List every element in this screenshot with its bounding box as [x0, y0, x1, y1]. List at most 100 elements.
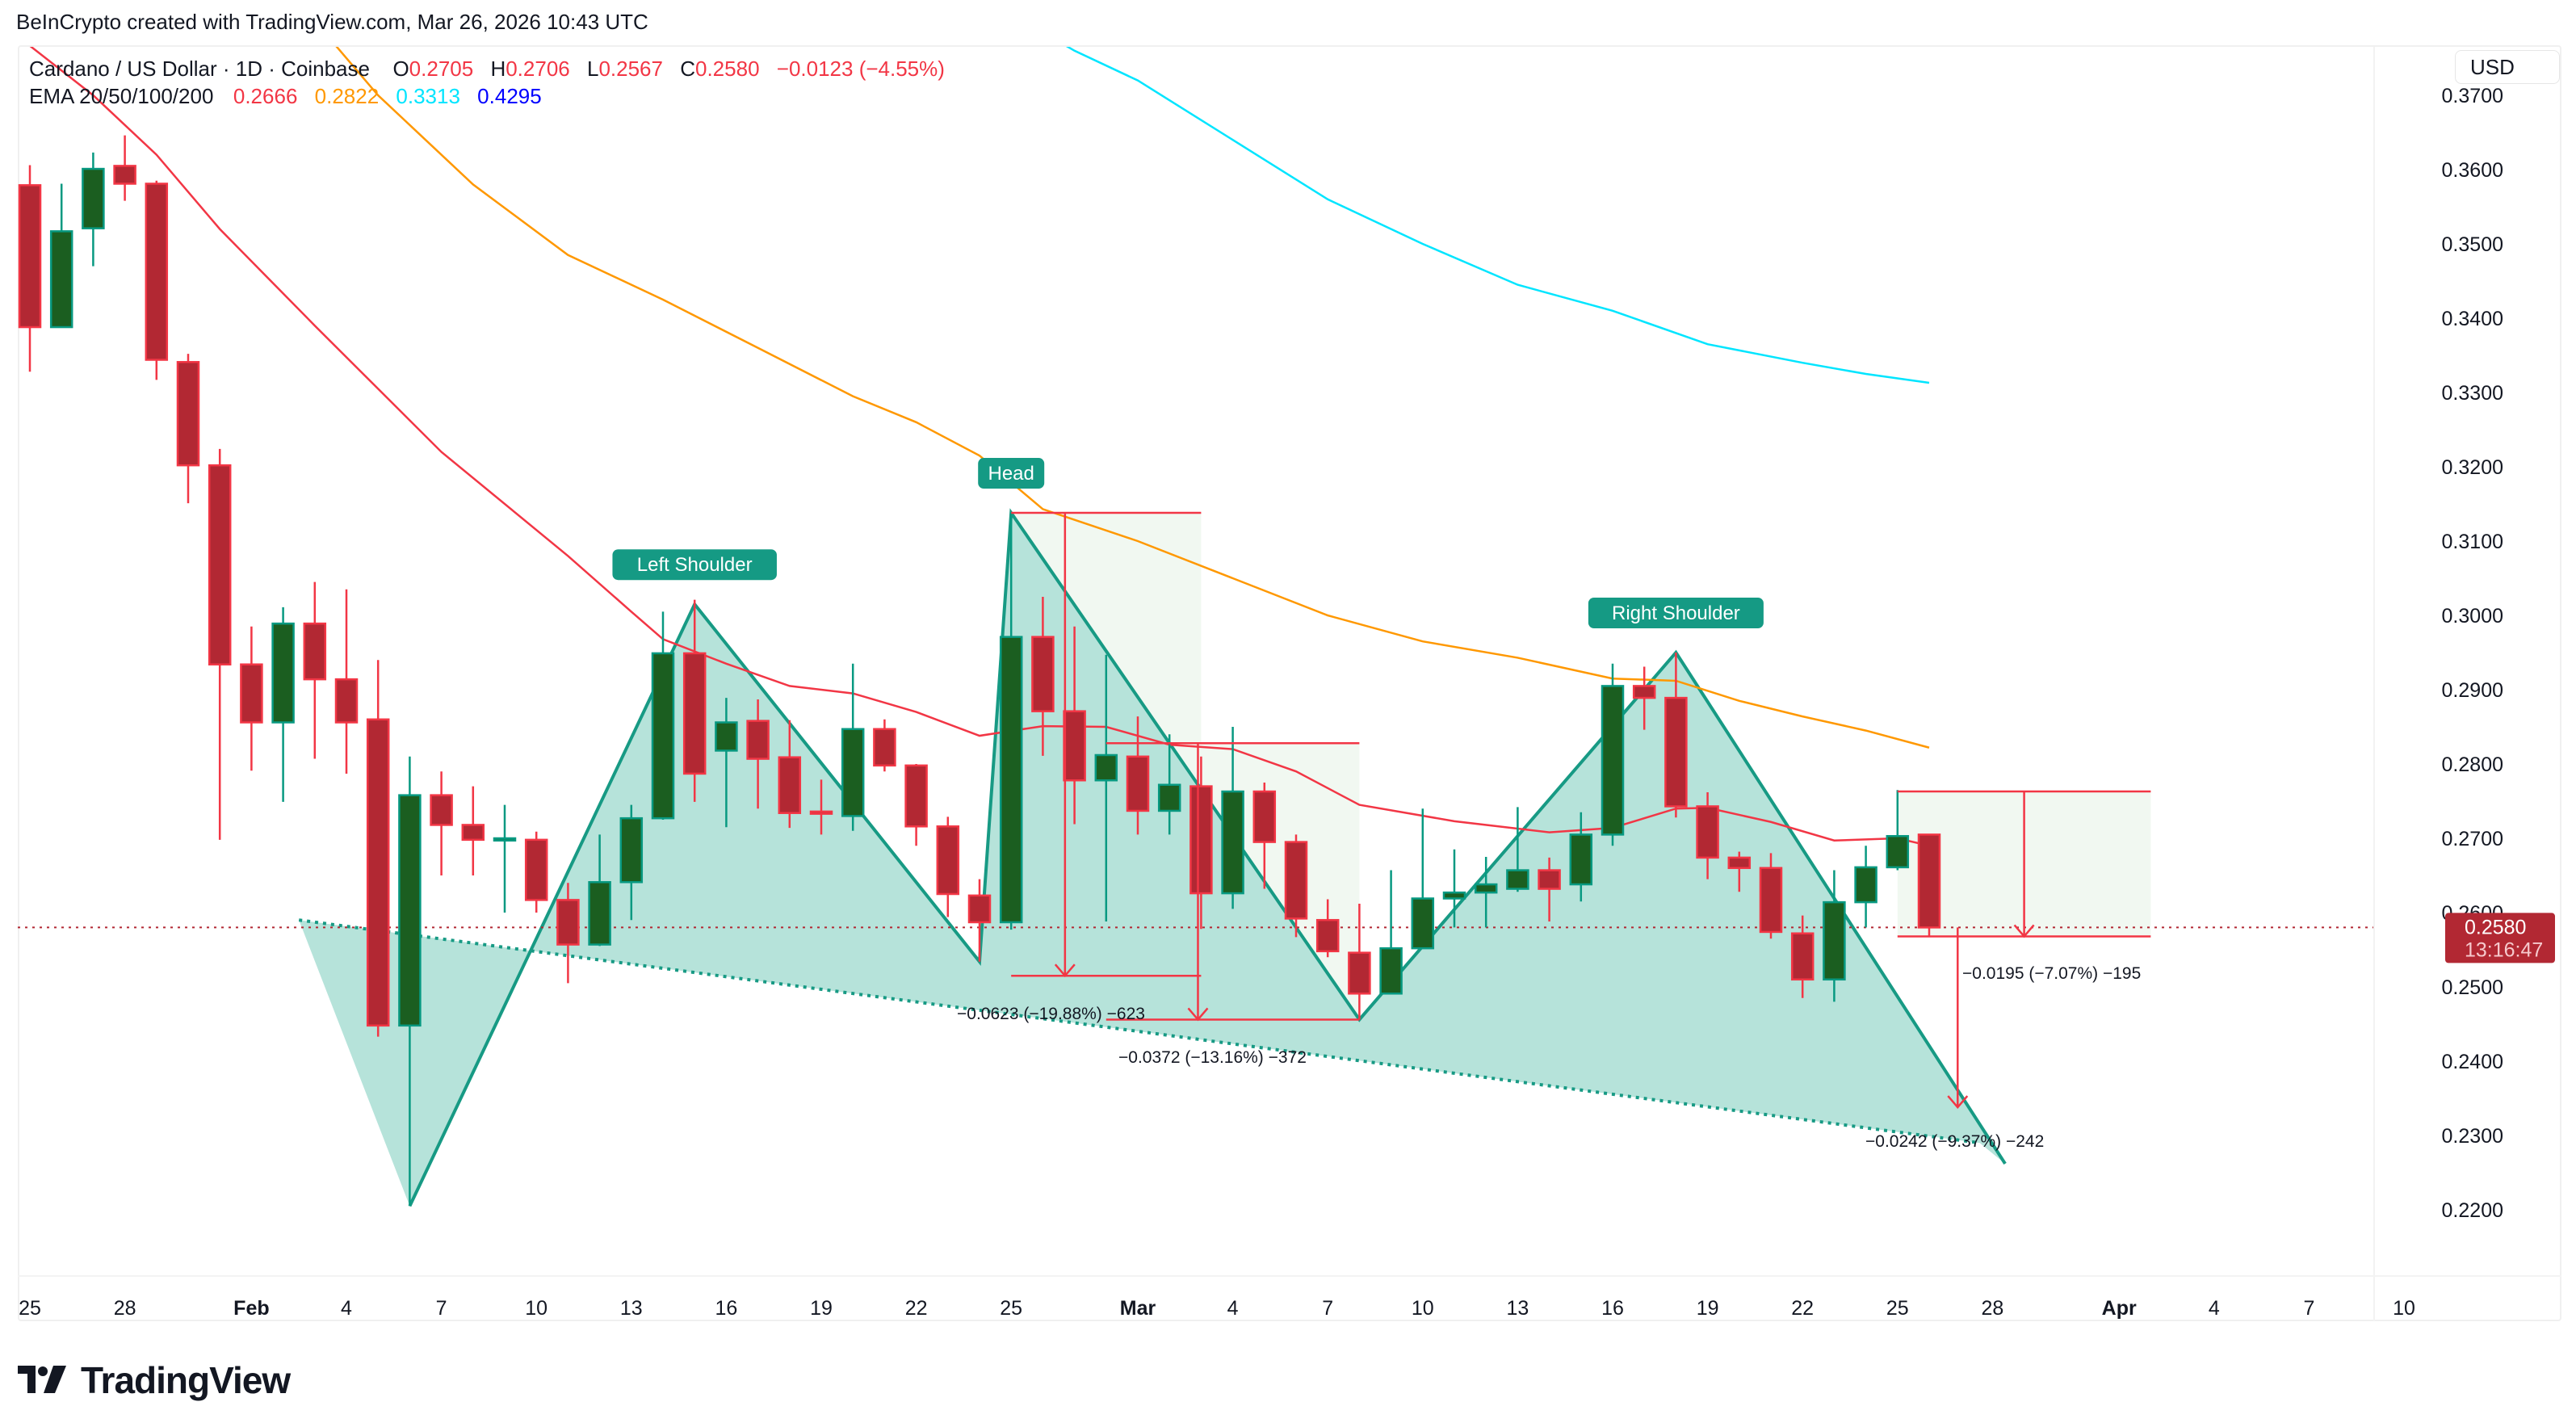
candle[interactable] [1886, 834, 1910, 869]
date-tick: Apr [2102, 1297, 2137, 1320]
tradingview-logo-icon [18, 1366, 66, 1393]
candle[interactable] [1411, 897, 1435, 950]
candle[interactable] [303, 622, 327, 681]
candle[interactable] [334, 678, 359, 724]
candle[interactable] [1157, 783, 1181, 812]
candle[interactable] [588, 881, 611, 946]
candle[interactable] [1632, 685, 1656, 699]
low-label: L [586, 57, 599, 81]
candle[interactable] [556, 899, 580, 946]
ohlc-row: Cardano / US Dollar · 1D · Coinbase O0.2… [29, 55, 956, 82]
candle[interactable] [1790, 932, 1815, 981]
candle[interactable] [240, 663, 263, 724]
candle[interactable] [1252, 790, 1277, 843]
candle[interactable] [1917, 833, 1941, 929]
candle[interactable] [1538, 869, 1561, 890]
candle[interactable] [841, 728, 865, 817]
candle[interactable] [1696, 805, 1719, 859]
candle[interactable] [145, 183, 169, 361]
ema20-value: 0.2666 [233, 84, 298, 108]
candle[interactable] [430, 794, 453, 826]
candle[interactable] [967, 894, 992, 924]
candle[interactable] [651, 652, 675, 820]
candle[interactable] [113, 165, 136, 185]
candle[interactable] [999, 636, 1023, 924]
date-tick: Mar [1120, 1297, 1156, 1320]
candle[interactable] [1854, 866, 1877, 904]
candle[interactable] [1569, 833, 1593, 886]
pattern-label-right-shoulder[interactable] [1588, 598, 1764, 628]
ema-indicator-title[interactable]: EMA 20/50/100/200 [29, 84, 214, 108]
candle[interactable] [1823, 900, 1846, 981]
candle[interactable] [1031, 636, 1055, 712]
candle[interactable] [49, 230, 73, 329]
candle[interactable] [1126, 755, 1150, 812]
pattern-label-left-shoulder[interactable] [612, 549, 777, 581]
chart-pane[interactable] [18, 45, 2561, 1321]
pattern-label-head[interactable] [978, 458, 1045, 489]
candle[interactable] [1727, 856, 1752, 870]
candle[interactable] [271, 622, 295, 724]
candle[interactable] [1063, 710, 1086, 782]
candle[interactable] [82, 167, 105, 229]
svg-text:Right Shoulder: Right Shoulder [1612, 602, 1740, 624]
close-label: C [680, 57, 695, 81]
price-tick: 0.2500 [2442, 976, 2503, 999]
candle[interactable] [1348, 951, 1371, 995]
candle[interactable] [18, 184, 42, 329]
head-and-shoulders-area[interactable] [299, 513, 2006, 1207]
svg-text:Left Shoulder: Left Shoulder [637, 554, 753, 576]
date-tick: 10 [1412, 1297, 1434, 1320]
date-tick: 7 [436, 1297, 447, 1320]
candle[interactable] [1601, 685, 1625, 836]
ema50-value: 0.2822 [314, 84, 380, 108]
candle[interactable] [1284, 841, 1308, 920]
date-tick: 25 [19, 1297, 41, 1320]
symbol-title[interactable]: Cardano / US Dollar · 1D · Coinbase [29, 57, 370, 81]
candle[interactable] [1221, 790, 1244, 895]
date-tick: 7 [1322, 1297, 1333, 1320]
date-tick: 25 [1000, 1297, 1022, 1320]
candle[interactable] [746, 720, 770, 760]
candle[interactable] [1506, 869, 1529, 890]
price-tick: 0.2300 [2442, 1125, 2503, 1148]
candle[interactable] [1189, 785, 1213, 895]
price-tick: 0.2200 [2442, 1199, 2503, 1222]
date-tick: 13 [1506, 1297, 1529, 1320]
candle[interactable] [715, 721, 738, 752]
change-value: −0.0123 (−4.55%) [776, 57, 945, 81]
candle[interactable] [493, 837, 517, 842]
candle[interactable] [936, 825, 960, 896]
measure-label: −0.0372 (−13.16%) −372 [1118, 1048, 1307, 1067]
candle[interactable] [1442, 891, 1466, 900]
candle[interactable] [524, 838, 548, 901]
date-tick: 4 [1227, 1297, 1239, 1320]
candle[interactable] [1094, 753, 1118, 782]
candle[interactable] [461, 824, 485, 842]
bar-countdown: 13:16:47 [2465, 938, 2543, 961]
currency-button[interactable]: USD [2455, 50, 2560, 84]
candle[interactable] [176, 361, 200, 467]
candle[interactable] [778, 756, 802, 814]
candle[interactable] [398, 794, 422, 1027]
candle[interactable] [1379, 947, 1403, 995]
ema200-value: 0.4295 [477, 84, 542, 108]
candle[interactable] [1664, 696, 1688, 808]
ema100-line [1065, 47, 1930, 384]
date-tick: 22 [905, 1297, 928, 1320]
candle[interactable] [208, 464, 232, 665]
candle[interactable] [1474, 883, 1498, 894]
candle[interactable] [619, 816, 644, 884]
last-price-tag [2445, 913, 2555, 963]
candle[interactable] [682, 652, 707, 775]
price-tick: 0.2700 [2442, 828, 2503, 850]
date-tick: 13 [620, 1297, 643, 1320]
candle[interactable] [873, 728, 896, 767]
candle[interactable] [904, 764, 928, 828]
candle[interactable] [1759, 867, 1783, 934]
candle[interactable] [1315, 918, 1340, 953]
candle[interactable] [366, 718, 390, 1027]
candle[interactable] [809, 810, 833, 815]
plot-area[interactable]: −0.0623 (−19.88%) −623 −0.0372 (−13.16%) … [0, 14, 2374, 1207]
